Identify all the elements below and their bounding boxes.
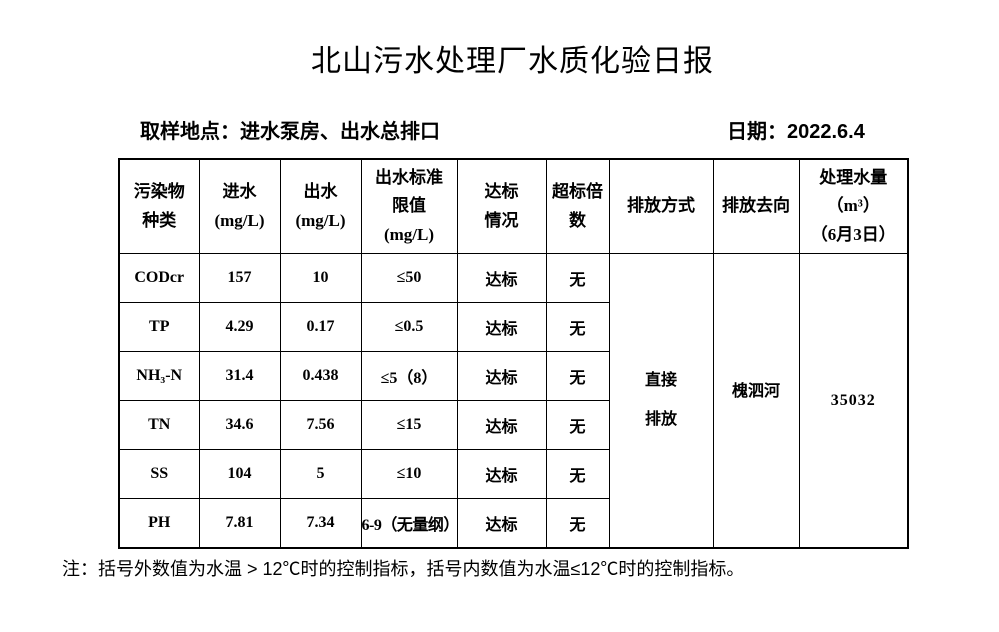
status-value-cell: 达标 bbox=[456, 302, 547, 352]
date-label: 日期：2022.6.4 bbox=[727, 121, 865, 143]
influent-value-cell: 7.81 bbox=[198, 498, 281, 549]
header-status: 达标 情况 bbox=[456, 158, 547, 254]
table-row-ph: PH 7.81 7.34 6-9（无量纲） 达标 无 bbox=[118, 498, 908, 549]
exceed-value-cell: 无 bbox=[545, 449, 610, 499]
treated-volume-cell: 35032 bbox=[798, 253, 909, 549]
exceed-value-cell: 无 bbox=[545, 498, 610, 549]
status-value-cell: 达标 bbox=[456, 351, 547, 401]
table-row-tn: TN 34.6 7.56 ≤15 达标 无 bbox=[118, 400, 908, 450]
header-treated-volume: 处理水量 （m³） （6月3日） bbox=[798, 158, 909, 254]
header-exceed: 超标倍 数 bbox=[545, 158, 610, 254]
discharge-destination-cell: 槐泗河 bbox=[712, 253, 800, 549]
limit-value-cell: ≤5（8） bbox=[360, 351, 458, 401]
pollutant-name-cell: NH₃-N bbox=[118, 351, 200, 401]
table-row-nh3n: NH₃-N 31.4 0.438 ≤5（8） 达标 无 bbox=[118, 351, 908, 401]
header-effluent: 出水 (mg/L) bbox=[279, 158, 362, 254]
pollutant-name-cell: TP bbox=[118, 302, 200, 352]
limit-value-cell: ≤15 bbox=[360, 400, 458, 450]
influent-value-cell: 104 bbox=[198, 449, 281, 499]
effluent-value-cell: 7.56 bbox=[279, 400, 362, 450]
exceed-value-cell: 无 bbox=[545, 253, 610, 303]
status-value-cell: 达标 bbox=[456, 400, 547, 450]
discharge-mode-cell: 直接 排放 bbox=[608, 253, 714, 549]
sampling-point-label: 取样地点：进水泵房、出水总排口 bbox=[140, 121, 440, 143]
status-value-cell: 达标 bbox=[456, 449, 547, 499]
table-row-codcr: CODcr 157 10 ≤50 达标 无 直接 排放 槐泗河 35032 bbox=[118, 253, 909, 549]
table-row-ss: SS 104 5 ≤10 达标 无 bbox=[118, 449, 908, 499]
effluent-value-cell: 7.34 bbox=[279, 498, 362, 549]
effluent-value-cell: 0.17 bbox=[279, 302, 362, 352]
report-title: 北山污水处理厂水质化验日报 bbox=[311, 45, 714, 78]
table-row-tp: TP 4.29 0.17 ≤0.5 达标 无 bbox=[118, 302, 908, 352]
status-value-cell: 达标 bbox=[456, 253, 547, 303]
influent-value-cell: 157 bbox=[198, 253, 281, 303]
header-discharge-mode: 排放方式 bbox=[608, 158, 714, 254]
influent-value-cell: 4.29 bbox=[198, 302, 281, 352]
discharge-destination-text: 槐泗河 bbox=[731, 382, 780, 400]
exceed-value-cell: 无 bbox=[545, 400, 610, 450]
header-influent: 进水 (mg/L) bbox=[198, 158, 281, 254]
pollutant-name-cell: SS bbox=[118, 449, 200, 499]
limit-value-cell: ≤50 bbox=[360, 253, 458, 303]
effluent-value-cell: 5 bbox=[279, 449, 362, 499]
limit-value-cell: ≤10 bbox=[360, 449, 458, 499]
header-pollutant: 污染物 种类 bbox=[118, 158, 200, 254]
influent-value-cell: 31.4 bbox=[198, 351, 281, 401]
pollutant-name-cell: TN bbox=[118, 400, 200, 450]
effluent-value-cell: 10 bbox=[279, 253, 362, 303]
water-quality-table: 污染物 种类 进水 (mg/L) 出水 (mg/L) 出水标准 限值 (mg/L… bbox=[118, 158, 909, 549]
limit-value-cell: 6-9（无量纲） bbox=[360, 498, 458, 549]
pollutant-name-cell: PH bbox=[118, 498, 200, 549]
header-row: 污染物 种类 进水 (mg/L) 出水 (mg/L) 出水标准 限值 (mg/L… bbox=[118, 158, 909, 254]
limit-value-cell: ≤0.5 bbox=[360, 302, 458, 352]
header-discharge-destination: 排放去向 bbox=[712, 158, 800, 254]
status-value-cell: 达标 bbox=[456, 498, 547, 549]
exceed-value-cell: 无 bbox=[545, 302, 610, 352]
pollutant-name-cell: CODcr bbox=[118, 253, 200, 303]
effluent-value-cell: 0.438 bbox=[279, 351, 362, 401]
footnote: 注：括号外数值为水温 > 12℃时的控制指标，括号内数值为水温≤12℃时的控制指… bbox=[62, 559, 745, 579]
exceed-value-cell: 无 bbox=[545, 351, 610, 401]
influent-value-cell: 34.6 bbox=[198, 400, 281, 450]
header-limit: 出水标准 限值 (mg/L) bbox=[360, 158, 458, 254]
